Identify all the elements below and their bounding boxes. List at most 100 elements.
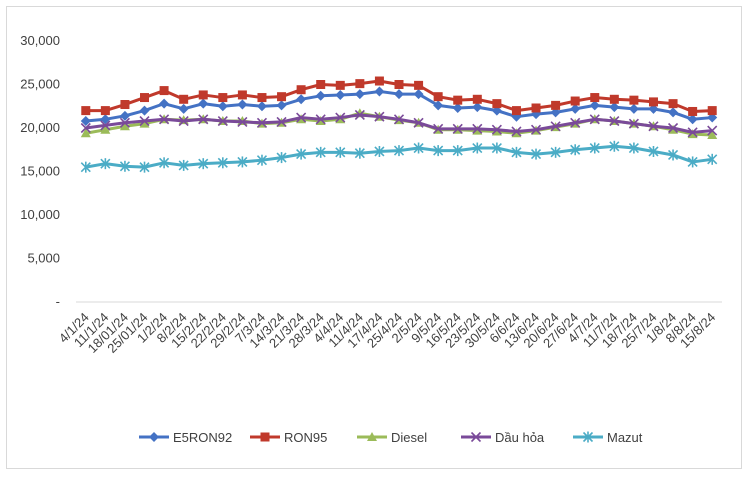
data-point-mazut — [335, 146, 346, 158]
data-point-mazut — [433, 145, 444, 157]
data-point-mazut — [315, 146, 326, 158]
data-point-e5ron92 — [335, 89, 346, 100]
data-point-mazut — [413, 142, 424, 154]
data-point-d-u-h-a — [667, 122, 679, 134]
data-point-ron95 — [218, 93, 228, 103]
data-point-ron95 — [668, 99, 678, 109]
data-point-mazut — [687, 156, 698, 168]
legend-marker-diesel — [367, 432, 377, 441]
data-point-ron95 — [159, 86, 169, 96]
legend-marker-ron95 — [260, 432, 270, 442]
data-point-mazut — [276, 152, 287, 164]
data-point-ron95 — [492, 99, 502, 109]
y-tick-label: 10,000 — [20, 207, 60, 222]
data-point-mazut — [589, 142, 600, 154]
data-point-mazut — [198, 158, 209, 170]
data-point-ron95 — [140, 93, 150, 103]
data-point-e5ron92 — [198, 98, 209, 109]
chart-legend: E5RON92 RON95 Diesel Dầu hỏa Mazut — [139, 430, 643, 445]
data-point-d-u-h-a — [628, 118, 639, 129]
data-point-e5ron92 — [256, 101, 267, 112]
data-point-d-u-h-a — [276, 116, 287, 127]
y-tick-label: 20,000 — [20, 120, 60, 135]
legend-marker-d-u-h-a — [470, 431, 482, 443]
data-point-e5ron92 — [628, 103, 639, 114]
data-point-ron95 — [335, 80, 345, 90]
data-point-e5ron92 — [178, 103, 189, 114]
data-point-mazut — [511, 146, 522, 158]
data-point-ron95 — [120, 100, 130, 110]
data-point-ron95 — [433, 92, 443, 102]
data-point-d-u-h-a — [354, 109, 365, 121]
data-point-d-u-h-a — [256, 117, 268, 128]
data-point-ron95 — [609, 94, 619, 104]
data-point-d-u-h-a — [589, 114, 600, 125]
y-tick-label: 5,000 — [27, 251, 60, 266]
data-point-mazut — [80, 161, 91, 173]
data-point-e5ron92 — [394, 89, 404, 100]
y-tick-label: 30,000 — [20, 33, 60, 48]
data-point-mazut — [530, 148, 542, 160]
data-point-mazut — [100, 158, 111, 170]
data-point-d-u-h-a — [491, 124, 502, 135]
data-point-ron95 — [590, 93, 600, 103]
data-point-mazut — [354, 147, 365, 159]
data-point-mazut — [628, 142, 639, 154]
series-d-u-h-a — [80, 109, 718, 138]
data-point-d-u-h-a — [707, 125, 718, 136]
data-point-mazut — [139, 161, 150, 173]
data-point-d-u-h-a — [472, 123, 483, 134]
legend-marker-e5ron92 — [149, 432, 159, 442]
data-point-mazut — [217, 157, 228, 169]
data-point-ron95 — [179, 94, 189, 104]
data-point-mazut — [296, 148, 307, 160]
y-tick-label: 15,000 — [20, 164, 60, 179]
data-point-d-u-h-a — [296, 112, 307, 123]
data-point-mazut — [393, 145, 405, 157]
data-point-e5ron92 — [276, 100, 287, 111]
data-point-diesel — [139, 118, 150, 128]
data-point-d-u-h-a — [609, 115, 620, 127]
data-point-diesel — [100, 124, 111, 134]
series-layer — [80, 76, 718, 173]
series-e5ron92 — [80, 86, 718, 127]
data-point-d-u-h-a — [550, 121, 561, 132]
legend-label-ron95: RON95 — [284, 430, 327, 445]
data-point-ron95 — [237, 90, 247, 100]
data-point-ron95 — [198, 90, 208, 100]
data-point-mazut — [159, 157, 170, 169]
data-point-e5ron92 — [433, 100, 444, 111]
data-point-d-u-h-a — [393, 114, 405, 125]
data-point-d-u-h-a — [335, 112, 346, 123]
data-point-mazut — [237, 156, 248, 168]
data-point-ron95 — [374, 76, 384, 86]
data-point-d-u-h-a — [433, 123, 444, 134]
data-point-ron95 — [316, 80, 326, 89]
data-point-mazut — [472, 142, 483, 154]
data-point-e5ron92 — [296, 94, 307, 105]
legend-label-mazut: Mazut — [607, 430, 643, 445]
data-point-ron95 — [81, 106, 91, 116]
data-point-d-u-h-a — [413, 117, 424, 128]
data-point-e5ron92 — [354, 89, 365, 100]
data-point-e5ron92 — [413, 89, 424, 100]
data-point-diesel — [80, 128, 91, 138]
data-point-d-u-h-a — [648, 121, 659, 132]
data-point-ron95 — [394, 80, 404, 89]
data-point-e5ron92 — [472, 102, 483, 113]
data-point-ron95 — [531, 103, 541, 113]
data-point-e5ron92 — [139, 105, 150, 116]
data-point-d-u-h-a — [374, 111, 385, 122]
data-point-d-u-h-a — [452, 123, 463, 134]
data-point-ron95 — [472, 94, 482, 104]
data-point-e5ron92 — [609, 102, 620, 113]
data-point-mazut — [491, 142, 502, 154]
series-ron95 — [81, 76, 717, 116]
data-point-d-u-h-a — [159, 114, 170, 125]
data-point-mazut — [374, 145, 385, 157]
data-point-mazut — [119, 160, 131, 172]
data-point-d-u-h-a — [198, 114, 209, 125]
data-point-ron95 — [570, 96, 580, 106]
data-point-mazut — [570, 144, 581, 156]
